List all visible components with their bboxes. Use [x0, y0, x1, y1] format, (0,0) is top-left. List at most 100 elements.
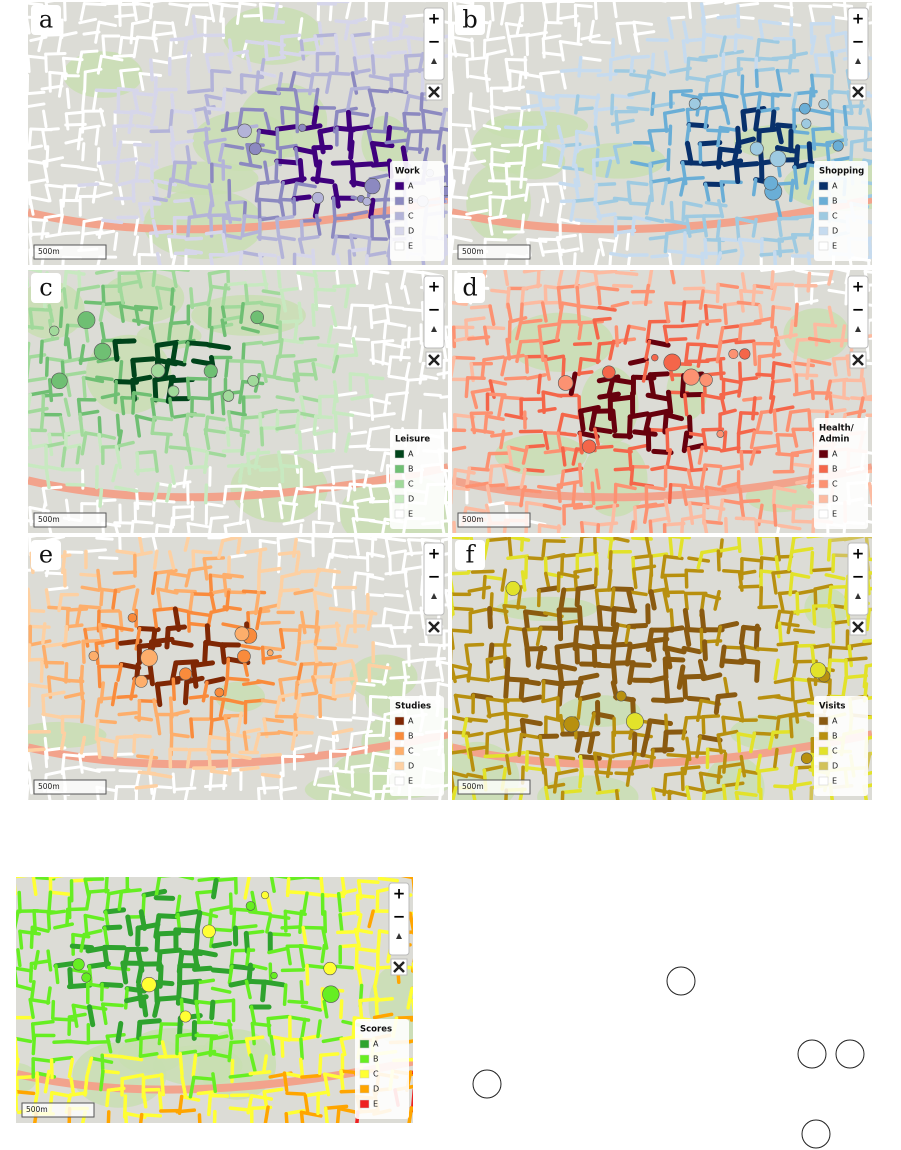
scored-road	[789, 451, 795, 473]
scored-road	[207, 749, 212, 769]
scored-road	[573, 178, 580, 200]
scored-road	[733, 33, 738, 52]
scored-road	[346, 110, 370, 118]
compass-icon[interactable]	[431, 593, 437, 599]
scored-road	[626, 105, 650, 112]
road	[148, 771, 154, 795]
zoom-out[interactable]: −	[852, 301, 865, 319]
scored-road	[482, 325, 490, 346]
scored-road	[314, 213, 322, 236]
road	[500, 2, 507, 26]
scored-road	[645, 502, 668, 509]
scored-road	[777, 523, 802, 531]
legend-label: A	[408, 450, 414, 459]
scored-road	[742, 396, 763, 402]
compass-icon[interactable]	[855, 58, 861, 64]
scored-road	[208, 573, 233, 580]
scored-road	[699, 463, 707, 488]
compass-icon[interactable]	[431, 326, 437, 332]
scored-road	[277, 658, 297, 666]
road	[81, 89, 86, 112]
zoom-out[interactable]: −	[428, 301, 441, 319]
scored-road	[665, 448, 673, 469]
scored-road	[749, 430, 757, 450]
road	[423, 392, 442, 397]
scored-road	[775, 122, 784, 145]
compass-icon[interactable]	[855, 326, 861, 332]
scored-road	[348, 372, 369, 377]
scored-road	[129, 677, 137, 701]
scored-road	[706, 128, 730, 133]
scored-road	[225, 676, 250, 682]
scored-road	[314, 610, 320, 634]
scored-road	[220, 318, 227, 338]
scored-road	[485, 484, 492, 504]
scored-road	[296, 271, 318, 278]
zoom-out[interactable]: −	[428, 568, 441, 586]
scored-road	[209, 591, 217, 613]
scored-road	[614, 270, 639, 277]
road	[539, 72, 545, 93]
poi-marker	[557, 375, 574, 391]
scored-road	[632, 215, 652, 223]
scored-road	[682, 176, 705, 181]
poi-marker	[801, 118, 812, 129]
scored-road	[807, 409, 813, 432]
scored-road	[843, 125, 866, 131]
road	[189, 766, 196, 787]
scale-label: 500m	[462, 247, 484, 256]
scored-road	[571, 146, 578, 169]
zoom-out[interactable]: −	[428, 33, 441, 51]
compass-icon[interactable]	[431, 58, 437, 64]
zoom-in[interactable]: +	[428, 10, 441, 28]
road	[182, 466, 188, 489]
scored-road	[295, 109, 317, 117]
scored-road	[610, 93, 615, 116]
scored-road	[331, 196, 337, 219]
scored-road	[299, 39, 306, 61]
scored-road	[809, 22, 814, 45]
scored-road	[739, 376, 759, 382]
scored-road	[364, 375, 370, 395]
scored-road	[245, 452, 252, 476]
scored-road	[775, 432, 781, 456]
scored-road	[575, 106, 594, 112]
scored-road	[536, 270, 541, 289]
scored-road	[751, 217, 758, 238]
scored-road	[793, 144, 801, 168]
zoom-in[interactable]: +	[428, 545, 441, 563]
poi-marker	[651, 354, 659, 362]
scored-road	[775, 122, 797, 129]
scored-road	[384, 138, 408, 145]
road	[403, 568, 409, 588]
scored-road	[813, 322, 819, 347]
scored-road	[79, 572, 101, 578]
zoom-out[interactable]: −	[852, 33, 865, 51]
scored-road	[770, 305, 776, 329]
scored-road	[277, 235, 296, 242]
scored-road	[261, 654, 282, 661]
road	[61, 184, 67, 208]
scored-road	[221, 697, 245, 705]
scored-road	[148, 229, 172, 236]
road	[519, 165, 524, 189]
scored-road	[261, 339, 282, 346]
scored-road	[77, 270, 82, 289]
scored-road	[184, 236, 204, 241]
zoom-in[interactable]: +	[428, 278, 441, 296]
scored-road	[540, 300, 562, 305]
scored-road	[749, 446, 757, 466]
road	[28, 233, 34, 257]
scored-road	[769, 379, 775, 400]
scored-road	[116, 662, 124, 682]
zoom-in[interactable]: +	[852, 278, 865, 296]
scored-road	[719, 180, 726, 203]
scored-road	[184, 33, 205, 40]
scored-road	[243, 698, 266, 704]
scored-road	[737, 323, 743, 344]
road	[401, 552, 408, 573]
road	[64, 112, 70, 131]
zoom-in[interactable]: +	[852, 10, 865, 28]
scored-road	[79, 676, 85, 701]
scored-road	[187, 182, 211, 190]
